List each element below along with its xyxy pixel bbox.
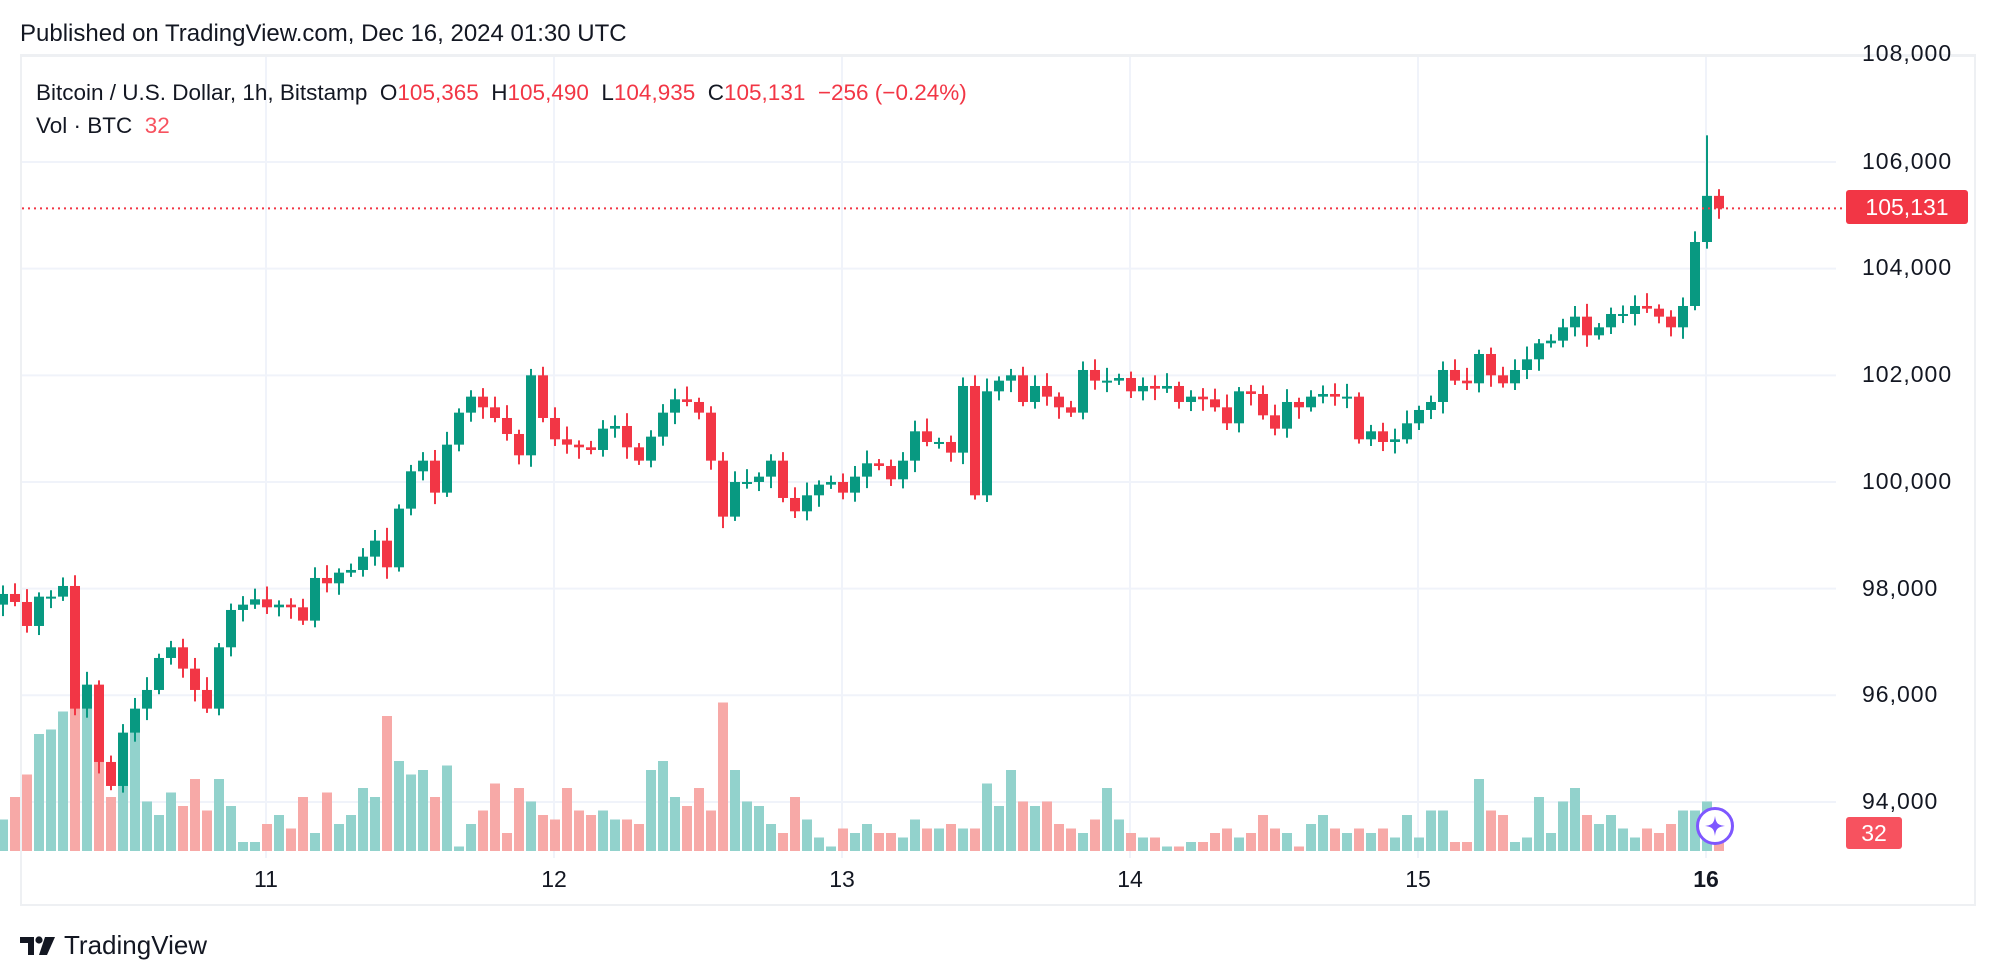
legend-volume-row: Vol · BTC 32 xyxy=(36,109,967,142)
price-tick: 100,000 xyxy=(1862,468,1953,494)
published-caption: Published on TradingView.com, Dec 16, 20… xyxy=(20,20,627,47)
date-tick: 14 xyxy=(1117,866,1143,892)
close-label: C xyxy=(707,80,725,105)
open-label: O xyxy=(379,80,398,105)
sparkle-icon[interactable] xyxy=(1696,807,1734,845)
high-label: H xyxy=(491,80,508,105)
change-value: −256 (−0.24%) xyxy=(817,80,967,105)
close-value: 105,131 xyxy=(724,80,806,105)
date-tick: 13 xyxy=(829,866,855,892)
volume-value: 32 xyxy=(144,113,170,138)
low-value: 104,935 xyxy=(613,80,696,105)
date-tick: 16 xyxy=(1693,866,1719,892)
low-label: L xyxy=(601,80,614,105)
tradingview-logo-icon xyxy=(20,935,55,955)
volume-title[interactable]: Vol · BTC xyxy=(36,113,133,138)
chart-legend: Bitcoin / U.S. Dollar, 1h, Bitstamp O105… xyxy=(36,76,967,142)
price-tick: 106,000 xyxy=(1862,148,1953,174)
tradingview-logo[interactable]: TradingView xyxy=(20,930,207,961)
price-tick: 98,000 xyxy=(1862,575,1939,601)
open-value: 105,365 xyxy=(397,80,479,105)
date-tick: 12 xyxy=(541,866,567,892)
last-price-badge: 105,131 xyxy=(1846,190,1968,224)
price-tick: 108,000 xyxy=(1862,40,1953,66)
price-tick: 102,000 xyxy=(1862,361,1953,387)
price-tick: 96,000 xyxy=(1862,681,1939,707)
chart-frame[interactable] xyxy=(20,54,1976,906)
date-tick: 11 xyxy=(254,866,278,892)
last-volume-badge: 32 xyxy=(1846,817,1902,849)
date-tick: 15 xyxy=(1405,866,1431,892)
brand-name: TradingView xyxy=(64,930,208,960)
legend-ohlc-row: Bitcoin / U.S. Dollar, 1h, Bitstamp O105… xyxy=(36,76,967,109)
high-value: 105,490 xyxy=(507,80,589,105)
price-tick: 94,000 xyxy=(1862,788,1939,814)
symbol-title[interactable]: Bitcoin / U.S. Dollar, 1h, Bitstamp xyxy=(36,80,368,105)
price-tick: 104,000 xyxy=(1862,254,1953,280)
